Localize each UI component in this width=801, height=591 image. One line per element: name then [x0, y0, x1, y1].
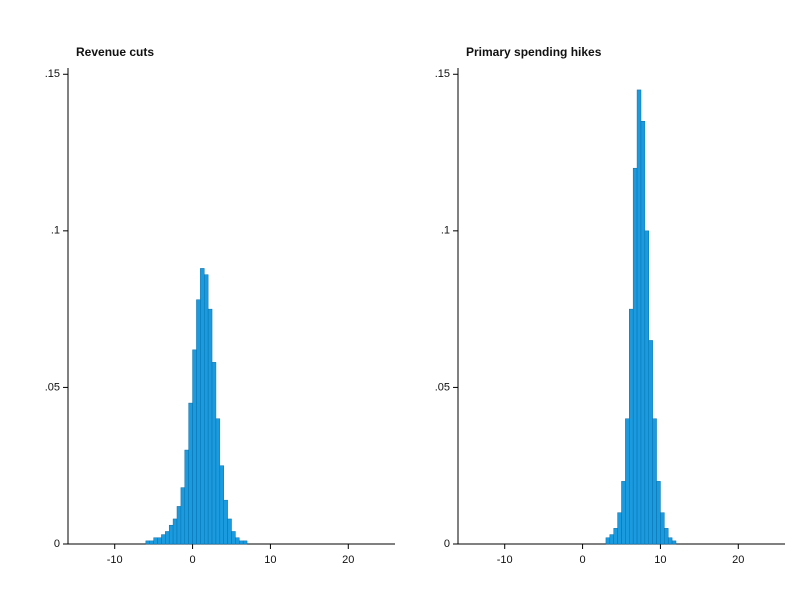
bar: [227, 518, 232, 545]
bar: [664, 528, 669, 545]
bar: [145, 540, 151, 545]
bar: [184, 449, 189, 545]
y-tick-label: .15: [45, 68, 60, 80]
chart-title: Primary spending hikes: [466, 45, 602, 59]
bar: [235, 537, 240, 545]
bar: [652, 418, 657, 545]
bar: [632, 167, 638, 545]
bar: [215, 418, 221, 545]
chart-title: Revenue cuts: [76, 45, 154, 59]
y-tick-label: .05: [435, 381, 450, 393]
bar: [671, 540, 677, 545]
bar: [157, 537, 162, 545]
bar: [667, 537, 673, 545]
bar: [629, 308, 634, 545]
bar: [239, 540, 244, 545]
bar: [656, 481, 661, 545]
x-tick-label: 0: [190, 554, 196, 566]
bar: [149, 540, 154, 545]
bar: [231, 531, 236, 545]
x-tick-label: 10: [264, 554, 276, 566]
bar: [200, 268, 205, 545]
bar: [176, 506, 182, 545]
bar: [161, 534, 166, 545]
bar: [172, 518, 178, 545]
bar: [204, 274, 209, 545]
bar: [242, 540, 248, 545]
bar: [192, 349, 197, 545]
bar: [613, 528, 618, 545]
y-tick-label: .1: [51, 225, 60, 237]
bar: [207, 308, 213, 545]
y-tick-label: .05: [45, 381, 60, 393]
x-tick-label: 20: [342, 554, 354, 566]
bar: [211, 362, 217, 545]
bar: [168, 524, 174, 545]
bar: [644, 230, 649, 545]
bar: [636, 89, 642, 545]
bar: [617, 512, 622, 545]
y-tick-label: 0: [54, 538, 60, 550]
bar: [648, 340, 653, 545]
y-tick-label: 0: [444, 538, 450, 550]
bar: [621, 481, 626, 545]
bar: [625, 418, 630, 545]
bar: [660, 512, 665, 545]
bar: [153, 537, 158, 545]
bar: [196, 299, 201, 545]
bar: [180, 487, 186, 545]
x-tick-label: 0: [580, 554, 586, 566]
x-tick-label: -10: [107, 554, 123, 566]
bar: [165, 531, 170, 545]
x-tick-label: 20: [732, 554, 744, 566]
x-tick-label: -10: [497, 554, 513, 566]
y-tick-label: .1: [441, 225, 450, 237]
bar: [219, 465, 224, 545]
bar: [640, 120, 646, 545]
bar: [223, 499, 228, 545]
bar: [609, 534, 614, 545]
bar: [188, 402, 193, 545]
bar: [605, 537, 611, 545]
y-tick-label: .15: [435, 68, 450, 80]
x-tick-label: 10: [654, 554, 666, 566]
